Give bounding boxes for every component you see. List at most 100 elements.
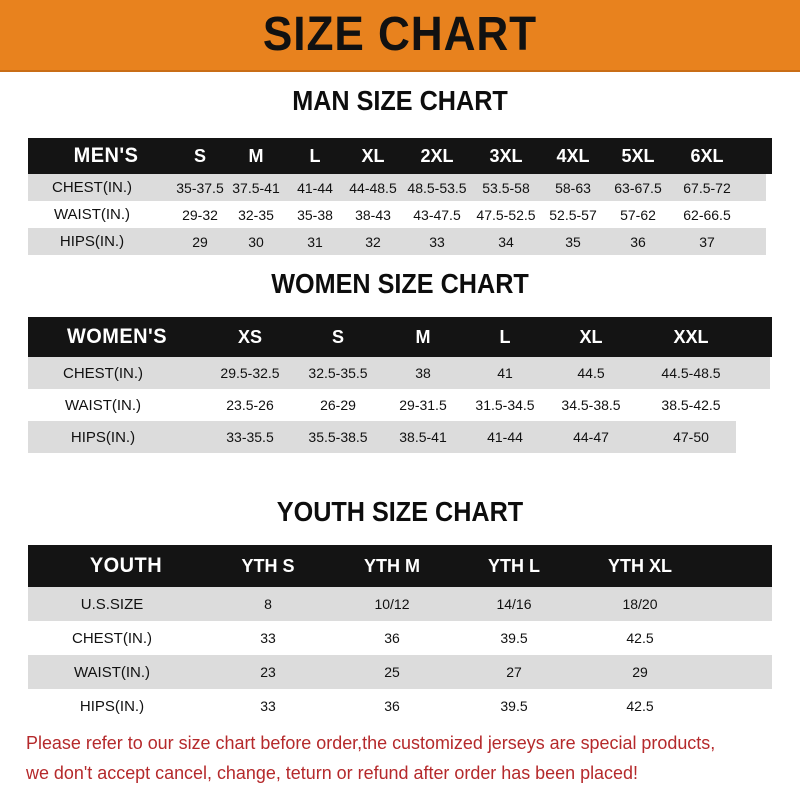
men-table-header-row: MEN'S S M L XL 2XL 3XL 4XL 5XL 6XL: [28, 138, 772, 174]
women-row-label-2: HIPS(IN.): [70, 428, 136, 446]
youth-cell-r2-c0: 23: [260, 664, 276, 680]
men-size-header-6: 4XL: [556, 145, 590, 166]
women-cell-r1-c2: 29-31.5: [399, 397, 447, 413]
men-cell-r1-c1: 32-35: [238, 206, 274, 223]
women-size-table: WOMEN'S XS S M L XL XXL CHEST(IN.) 29.5-32.5 32.5…: [28, 317, 772, 453]
table-row: WAIST(IN.) 29-32 32-35 35-38 38-43 43-47.5 47.…: [28, 201, 766, 228]
women-table-header-row: WOMEN'S XS S M L XL XXL: [28, 317, 772, 357]
women-cell-r0-c0: 29.5-32.5: [220, 365, 280, 381]
men-size-header-2: L: [309, 145, 321, 166]
men-cell-r0-c4: 48.5-53.5: [407, 179, 467, 196]
youth-cell-r2-c2: 27: [506, 664, 522, 680]
men-row-label-1: WAIST(IN.): [53, 206, 131, 223]
youth-table-header-row: YOUTH YTH S YTH M YTH L YTH XL: [28, 545, 772, 587]
men-cell-r2-c7: 36: [630, 233, 646, 250]
table-row: CHEST(IN.) 29.5-32.5 32.5-35.5 38 41 44.5 44.5…: [28, 357, 770, 389]
men-size-header-7: 5XL: [621, 145, 655, 166]
women-cell-r1-c3: 31.5-34.5: [475, 397, 535, 413]
order-policy-line-1: Please refer to our size chart before or…: [26, 732, 716, 753]
youth-cell-r1-c2: 39.5: [500, 630, 528, 646]
youth-size-table: YOUTH YTH S YTH M YTH L YTH XL U.S.SIZE 8 10/12…: [28, 545, 772, 723]
men-cell-r2-c0: 29: [192, 233, 208, 250]
youth-row-label-0: U.S.SIZE: [80, 595, 144, 613]
youth-section-title: YOUTH SIZE CHART: [276, 496, 524, 527]
youth-cell-r0-c2: 14/16: [496, 596, 532, 612]
man-section-title: MAN SIZE CHART: [292, 85, 508, 116]
women-section-title: WOMEN SIZE CHART: [271, 268, 529, 299]
women-size-header-3: L: [499, 326, 511, 347]
men-cell-r0-c8: 67.5-72: [683, 179, 731, 196]
women-cell-r0-c5: 44.5-48.5: [661, 365, 721, 381]
table-row: HIPS(IN.) 33-35.5 35.5-38.5 38.5-41 41-44 44-…: [28, 421, 736, 453]
women-cell-r0-c3: 41: [497, 365, 513, 381]
youth-cell-r0-c0: 8: [264, 596, 272, 612]
men-size-header-8: 6XL: [690, 145, 724, 166]
table-row: U.S.SIZE 8 10/12 14/16 18/20: [28, 587, 772, 621]
men-cell-r2-c3: 32: [365, 233, 381, 250]
women-cell-r0-c2: 38: [415, 365, 431, 381]
youth-row-label-1: CHEST(IN.): [72, 629, 152, 647]
women-size-header-1: S: [331, 326, 344, 347]
women-cell-r2-c2: 38.5-41: [399, 429, 447, 445]
men-cell-r0-c5: 53.5-58: [482, 179, 530, 196]
youth-row-label-3: HIPS(IN.): [79, 697, 145, 715]
men-table-corner-label: MEN'S: [73, 144, 139, 167]
youth-cell-r3-c1: 36: [384, 698, 400, 714]
youth-table-corner-label: YOUTH: [89, 554, 163, 577]
table-row: CHEST(IN.) 33 36 39.5 42.5: [28, 621, 772, 655]
youth-cell-r1-c1: 36: [384, 630, 400, 646]
men-cell-r2-c4: 33: [429, 233, 445, 250]
men-cell-r2-c6: 35: [565, 233, 581, 250]
youth-cell-r3-c3: 42.5: [626, 698, 654, 714]
men-row-label-2: HIPS(IN.): [59, 233, 125, 250]
women-size-header-4: XL: [579, 326, 603, 347]
man-size-table: MEN'S S M L XL 2XL 3XL 4XL 5XL 6XL CHEST(IN.) 35-37…: [28, 138, 772, 255]
youth-cell-r2-c3: 29: [632, 664, 648, 680]
women-cell-r2-c0: 33-35.5: [226, 429, 274, 445]
table-row: HIPS(IN.) 33 36 39.5 42.5: [28, 689, 772, 723]
men-cell-r2-c1: 30: [248, 233, 264, 250]
women-cell-r2-c4: 44-47: [573, 429, 609, 445]
women-cell-r1-c0: 23.5-26: [226, 397, 274, 413]
men-size-header-0: S: [193, 145, 206, 166]
men-size-header-5: 3XL: [489, 145, 523, 166]
men-cell-r2-c2: 31: [307, 233, 323, 250]
men-cell-r1-c4: 43-47.5: [413, 206, 461, 223]
men-cell-r0-c3: 44-48.5: [349, 179, 397, 196]
youth-size-header-0: YTH S: [241, 555, 295, 576]
men-row-label-0: CHEST(IN.): [52, 179, 132, 196]
men-cell-r2-c8: 37: [699, 233, 715, 250]
women-size-header-5: XXL: [673, 326, 709, 347]
youth-size-header-1: YTH M: [364, 555, 420, 576]
women-cell-r2-c1: 35.5-38.5: [308, 429, 368, 445]
order-policy-line-2: we don't accept cancel, change, teturn o…: [26, 762, 638, 783]
men-size-header-3: XL: [361, 145, 385, 166]
women-cell-r1-c1: 26-29: [320, 397, 356, 413]
youth-cell-r1-c0: 33: [260, 630, 276, 646]
youth-cell-r0-c3: 18/20: [622, 596, 658, 612]
table-row: WAIST(IN.) 23 25 27 29: [28, 655, 772, 689]
men-cell-r0-c2: 41-44: [297, 179, 333, 196]
youth-size-header-3: YTH XL: [607, 555, 672, 576]
men-cell-r1-c0: 29-32: [182, 206, 218, 223]
men-cell-r1-c7: 57-62: [620, 206, 656, 223]
youth-cell-r2-c1: 25: [384, 664, 400, 680]
women-cell-r0-c1: 32.5-35.5: [308, 365, 368, 381]
men-size-header-4: 2XL: [420, 145, 454, 166]
youth-cell-r1-c3: 42.5: [626, 630, 654, 646]
men-cell-r0-c7: 63-67.5: [614, 179, 662, 196]
women-cell-r2-c3: 41-44: [487, 429, 523, 445]
size-chart-banner: SIZE CHART: [0, 0, 800, 72]
youth-cell-r0-c1: 10/12: [374, 596, 410, 612]
men-cell-r1-c3: 38-43: [355, 206, 391, 223]
women-size-header-0: XS: [237, 326, 262, 347]
women-row-label-1: WAIST(IN.): [64, 396, 142, 414]
youth-cell-r3-c0: 33: [260, 698, 276, 714]
men-size-header-1: M: [248, 145, 264, 166]
men-cell-r1-c8: 62-66.5: [683, 206, 731, 223]
women-size-header-2: M: [415, 326, 431, 347]
youth-size-header-2: YTH L: [488, 555, 540, 576]
men-cell-r0-c1: 37.5-41: [232, 179, 280, 196]
table-row: WAIST(IN.) 23.5-26 26-29 29-31.5 31.5-34.5 34…: [28, 389, 770, 421]
youth-row-label-2: WAIST(IN.): [73, 663, 151, 681]
